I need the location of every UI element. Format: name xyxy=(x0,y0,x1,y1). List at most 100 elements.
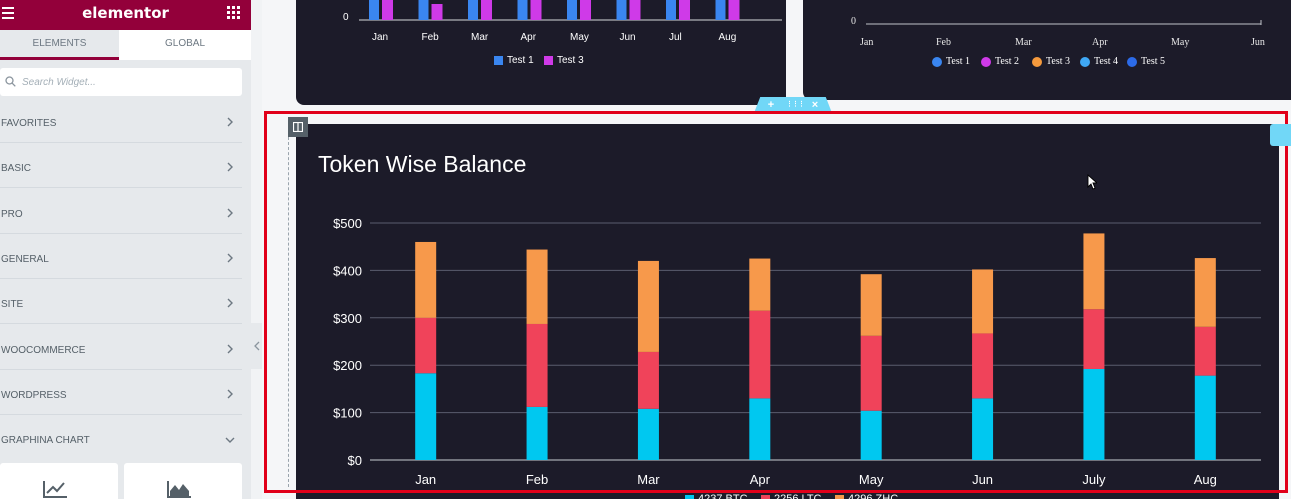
bar-segment-series-2[interactable] xyxy=(749,310,771,399)
search-input[interactable] xyxy=(22,73,237,91)
chart-card-line[interactable]: 0 Jan Feb Mar Apr May Jun Test 1 Test 2 Test 3 Te… xyxy=(803,0,1291,100)
bar-segment-series-3[interactable] xyxy=(637,260,659,352)
bar-segment-series-2[interactable] xyxy=(415,317,437,374)
bar-segment-series-3[interactable] xyxy=(749,258,771,311)
legend-item[interactable]: Test 3 xyxy=(1032,56,1070,67)
chevron-right-icon xyxy=(227,389,233,399)
bar-segment-series-1[interactable] xyxy=(637,408,659,460)
legend-item[interactable]: Test 2 xyxy=(981,56,1019,67)
category-woocommerce[interactable]: WOOCOMMERCE xyxy=(0,330,242,370)
x-tick-label: Jun xyxy=(1251,37,1265,48)
category-favorites[interactable]: FAVORITES xyxy=(0,103,242,143)
bar-test-3 xyxy=(728,0,740,20)
category-site[interactable]: SITE xyxy=(0,284,242,324)
legend-item[interactable]: Test 3 xyxy=(544,55,584,66)
widget-area-chart[interactable] xyxy=(124,463,242,499)
legend-label: Test 1 xyxy=(946,56,971,67)
chevron-right-icon xyxy=(227,117,233,127)
category-graphina-chart[interactable]: GRAPHINA CHART xyxy=(0,420,242,460)
chevron-right-icon xyxy=(227,253,233,263)
bar-segment-series-1[interactable] xyxy=(526,406,548,460)
x-tick-label: Jan xyxy=(372,32,389,43)
category-wordpress[interactable]: WORDPRESS xyxy=(0,375,242,415)
bar-segment-series-2[interactable] xyxy=(1194,326,1216,376)
legend-marker xyxy=(1032,56,1042,67)
bar-test-1 xyxy=(567,0,577,20)
y-tick-label: $200 xyxy=(333,358,362,373)
stacked-bar-chart: $0 $100 $200 $300 $400 $500 Jan Feb Mar Apr May Jun… xyxy=(333,216,1261,487)
bar-segment-series-3[interactable] xyxy=(1083,233,1105,310)
bar-segment-series-3[interactable] xyxy=(415,241,437,318)
x-tick-label: Feb xyxy=(526,472,548,487)
column-icon xyxy=(293,122,303,132)
bar-segment-series-1[interactable] xyxy=(1194,375,1216,460)
x-tick-label: Feb xyxy=(421,32,439,43)
drag-section-handle[interactable]: ⋮⋮⋮ xyxy=(786,101,805,108)
bar-segment-series-1[interactable] xyxy=(415,373,437,460)
bar-segment-series-3[interactable] xyxy=(972,269,994,334)
bar-test-3 xyxy=(679,0,690,20)
panel-collapse-toggle[interactable] xyxy=(251,323,262,369)
bar-segment-series-3[interactable] xyxy=(1194,258,1216,327)
bar-segment-series-2[interactable] xyxy=(1083,309,1105,369)
token-balance-chart-card[interactable]: Token Wise Balance $0 $100 $200 $300 $400 $50… xyxy=(296,124,1279,499)
hamburger-menu-icon[interactable] xyxy=(2,7,14,21)
bar-segment-series-3[interactable] xyxy=(526,249,548,324)
bar-test-3 xyxy=(431,4,443,20)
legend-item[interactable]: 4237 BTC xyxy=(685,493,748,499)
apps-grid-icon[interactable] xyxy=(227,6,240,19)
legend-item[interactable]: Test 1 xyxy=(932,56,970,67)
bar-test-3 xyxy=(629,0,641,20)
bar-segment-series-2[interactable] xyxy=(637,351,659,409)
bar-segment-series-1[interactable] xyxy=(860,410,882,460)
category-pro[interactable]: PRO xyxy=(0,194,242,234)
legend-item[interactable]: Test 1 xyxy=(494,55,534,66)
legend-label: Test 1 xyxy=(507,55,534,66)
legend-item[interactable]: Test 5 xyxy=(1127,56,1165,67)
x-tick-label: Jan xyxy=(415,472,436,487)
x-tick-label: Jun xyxy=(972,472,993,487)
legend-marker xyxy=(932,56,942,67)
column-edit-handle[interactable] xyxy=(288,117,308,137)
x-tick-label: Feb xyxy=(936,37,951,48)
bar-segment-series-3[interactable] xyxy=(860,274,882,336)
legend-item[interactable]: 2256 LTC xyxy=(761,493,822,499)
area-chart-icon xyxy=(167,481,191,498)
category-label: GRAPHINA CHART xyxy=(1,435,90,446)
category-basic[interactable]: BASIC xyxy=(0,148,242,188)
bar-segment-series-1[interactable] xyxy=(972,398,994,460)
tab-global[interactable]: GLOBAL xyxy=(164,38,206,49)
legend-item[interactable]: Test 4 xyxy=(1080,56,1118,67)
y-tick-label: $500 xyxy=(333,216,362,231)
y-tick-label: $0 xyxy=(348,453,362,468)
y-tick-label: $400 xyxy=(333,263,362,278)
chart-card-bar[interactable]: 0 Test 1 Test 3 Jan Feb Mar Apr May Jun Jul Aug xyxy=(296,0,786,105)
chevron-left-icon xyxy=(254,341,260,351)
bar-segment-series-2[interactable] xyxy=(526,323,548,407)
legend-label: 2256 LTC xyxy=(774,493,822,499)
editor-canvas: 0 Test 1 Test 3 Jan Feb Mar Apr May Jun Jul Aug… xyxy=(262,0,1291,499)
category-general[interactable]: GENERAL xyxy=(0,239,242,279)
column-outline xyxy=(288,137,289,487)
bar-segment-series-1[interactable] xyxy=(749,398,771,460)
tab-elements[interactable]: ELEMENTS xyxy=(0,30,119,60)
legend-marker xyxy=(1127,56,1137,67)
delete-section-button[interactable]: × xyxy=(811,99,819,111)
y-tick-label: $100 xyxy=(333,406,362,421)
category-label: WORDPRESS xyxy=(1,390,67,401)
bar-test-1 xyxy=(616,0,627,20)
x-tick-label: Mar xyxy=(471,32,489,43)
add-section-button[interactable]: + xyxy=(767,99,775,111)
x-tick-label: Apr xyxy=(750,472,771,487)
bar-segment-series-1[interactable] xyxy=(1083,368,1105,460)
bar-segment-series-2[interactable] xyxy=(972,333,994,399)
x-tick-label: Jun xyxy=(619,32,636,43)
elementor-panel: elementor ELEMENTS GLOBAL FAVORITES BASI… xyxy=(0,0,251,499)
legend-item[interactable]: 4296 ZHC xyxy=(835,493,898,499)
widget-edit-handle[interactable] xyxy=(1270,124,1291,146)
bar-segment-series-2[interactable] xyxy=(860,335,882,411)
chevron-down-icon xyxy=(225,437,235,443)
bar-test-1 xyxy=(666,0,676,20)
widget-line-chart[interactable] xyxy=(0,463,118,499)
